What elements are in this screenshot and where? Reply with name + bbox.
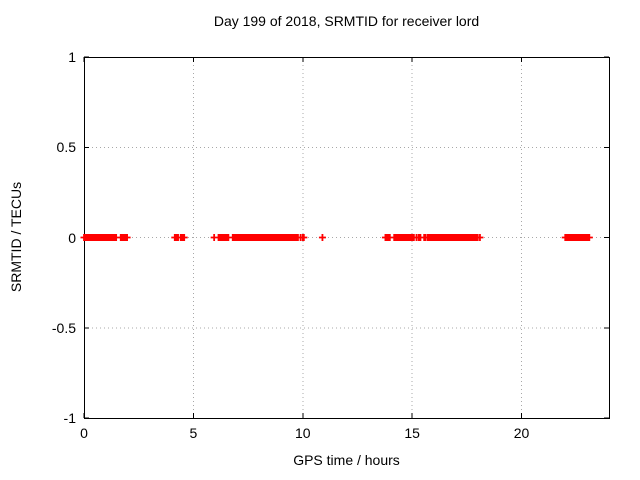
x-tick-label: 10 [294, 425, 311, 441]
plot-border [84, 57, 610, 419]
plot-border-rect [84, 57, 610, 419]
x-tick-label: 15 [404, 425, 420, 441]
tick-marks [83, 56, 609, 419]
y-tick-label: 0.5 [56, 139, 76, 156]
x-axis-label: GPS time / hours [293, 452, 400, 468]
y-tick-label: 0 [68, 229, 76, 246]
data-markers [80, 234, 593, 241]
y-tick-label: -1 [63, 410, 76, 426]
grid-lines [84, 57, 609, 418]
chart-title: Day 199 of 2018, SRMTID for receiver lor… [213, 13, 480, 29]
y-tick-label: 1 [68, 49, 76, 65]
x-tick-label: 5 [189, 425, 198, 441]
x-tick-label: 20 [513, 425, 530, 441]
x-tick-label: 0 [80, 425, 88, 441]
y-tick-label: -0.5 [51, 319, 76, 336]
srmtid-markers [80, 234, 593, 241]
